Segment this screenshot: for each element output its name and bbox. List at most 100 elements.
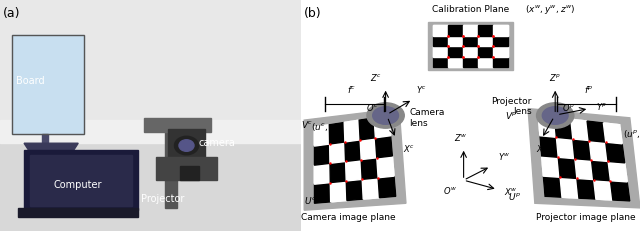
Polygon shape — [330, 181, 347, 202]
Text: $U^p$: $U^p$ — [508, 191, 521, 202]
Circle shape — [175, 136, 198, 155]
Bar — [493, 46, 508, 57]
Polygon shape — [346, 179, 364, 201]
Bar — [493, 36, 508, 46]
Text: Calibration Plane: Calibration Plane — [432, 5, 509, 14]
Bar — [478, 46, 493, 57]
Text: $U^c$: $U^c$ — [304, 195, 317, 207]
Polygon shape — [608, 161, 627, 182]
Bar — [433, 57, 448, 67]
Text: $V^c$: $V^c$ — [301, 119, 313, 130]
Polygon shape — [360, 138, 377, 160]
Polygon shape — [541, 156, 560, 177]
Bar — [0, 120, 301, 143]
Text: $Z^w$: $Z^w$ — [454, 132, 467, 143]
Polygon shape — [346, 160, 362, 181]
Text: $V^p$: $V^p$ — [506, 110, 518, 121]
Polygon shape — [605, 142, 625, 163]
Polygon shape — [374, 116, 390, 138]
Bar — [448, 25, 463, 36]
Polygon shape — [571, 119, 589, 140]
Polygon shape — [330, 142, 346, 163]
Text: Projector
lens: Projector lens — [491, 97, 531, 116]
Circle shape — [372, 107, 399, 124]
Bar — [493, 25, 508, 36]
Polygon shape — [591, 160, 611, 181]
Polygon shape — [528, 109, 640, 208]
Bar — [448, 36, 463, 46]
Text: Camera
lens: Camera lens — [410, 108, 445, 128]
Bar — [433, 36, 448, 46]
Polygon shape — [12, 35, 84, 134]
Bar — [433, 46, 448, 57]
Bar — [24, 150, 138, 210]
Text: Projector image plane: Projector image plane — [536, 213, 636, 222]
Polygon shape — [362, 178, 380, 199]
Bar — [463, 36, 478, 46]
Polygon shape — [345, 140, 361, 161]
Bar — [165, 127, 177, 208]
Text: $O^c$: $O^c$ — [366, 102, 379, 113]
Polygon shape — [556, 137, 575, 159]
Bar — [156, 157, 216, 180]
Polygon shape — [330, 161, 346, 182]
Polygon shape — [604, 123, 622, 144]
Text: $(u^p,v^p)$: $(u^p,v^p)$ — [623, 128, 640, 140]
Circle shape — [536, 103, 574, 128]
Bar — [168, 129, 205, 162]
Circle shape — [542, 107, 568, 124]
Text: $Y^p$: $Y^p$ — [596, 101, 607, 112]
Polygon shape — [344, 120, 360, 142]
Text: Computer: Computer — [54, 180, 102, 190]
Text: $Y^w$: $Y^w$ — [497, 151, 510, 162]
Polygon shape — [543, 176, 562, 197]
Polygon shape — [314, 116, 396, 203]
Polygon shape — [538, 116, 556, 137]
Text: $(u^c,v^c)$: $(u^c,v^c)$ — [311, 121, 343, 133]
Text: $X^w$: $X^w$ — [504, 186, 518, 197]
Bar — [180, 166, 198, 180]
Bar — [463, 57, 478, 67]
Text: $f^p$: $f^p$ — [584, 84, 594, 95]
Text: camera: camera — [198, 138, 235, 148]
Bar — [463, 46, 478, 57]
Polygon shape — [359, 118, 376, 140]
Polygon shape — [330, 122, 345, 144]
Polygon shape — [376, 136, 392, 158]
Bar — [428, 22, 513, 70]
Circle shape — [179, 140, 194, 151]
Polygon shape — [314, 125, 330, 146]
Polygon shape — [540, 136, 558, 157]
Text: (b): (b) — [304, 7, 322, 20]
Polygon shape — [24, 143, 78, 162]
Polygon shape — [554, 117, 573, 139]
Polygon shape — [589, 140, 608, 161]
Circle shape — [367, 103, 404, 128]
Text: $f^c$: $f^c$ — [347, 84, 356, 95]
Bar — [0, 0, 301, 127]
Bar — [18, 208, 138, 217]
Text: $O^w$: $O^w$ — [443, 185, 457, 196]
Text: $Y^c$: $Y^c$ — [416, 84, 427, 95]
Polygon shape — [594, 180, 613, 200]
Polygon shape — [577, 178, 596, 199]
Polygon shape — [587, 121, 605, 142]
Polygon shape — [314, 144, 330, 165]
Bar — [433, 25, 508, 67]
Polygon shape — [314, 182, 331, 203]
Polygon shape — [377, 156, 394, 178]
Polygon shape — [573, 139, 591, 160]
Bar — [478, 36, 493, 46]
Polygon shape — [558, 157, 577, 178]
Text: $X^p$: $X^p$ — [536, 143, 548, 154]
Bar — [433, 25, 448, 36]
Polygon shape — [304, 109, 406, 210]
Bar — [493, 57, 508, 67]
Polygon shape — [611, 181, 630, 201]
Bar — [463, 25, 478, 36]
Polygon shape — [314, 163, 330, 184]
Bar — [478, 25, 493, 36]
Bar — [448, 57, 463, 67]
Polygon shape — [378, 176, 396, 198]
Text: $(x^w, y^w, z^w)$: $(x^w, y^w, z^w)$ — [525, 3, 575, 16]
